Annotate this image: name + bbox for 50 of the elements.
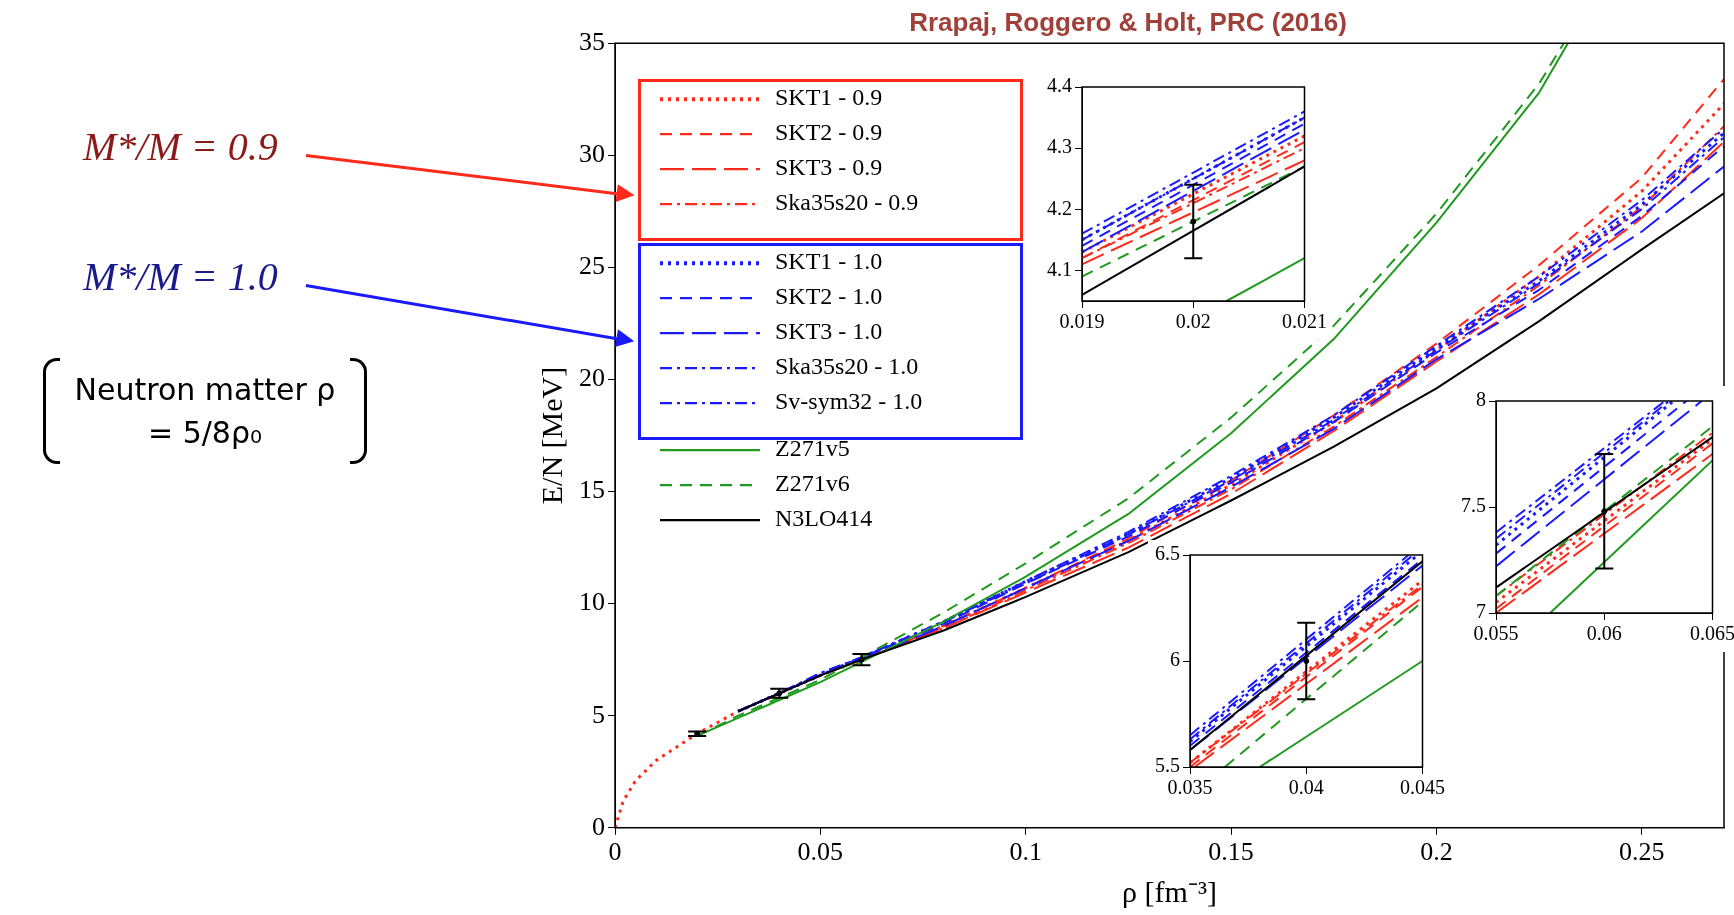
legend-label: Ska35s20 - 0.9	[775, 189, 919, 216]
y-tick-label: 4.4	[1047, 74, 1072, 97]
legend-label: Z271v6	[775, 470, 850, 497]
y-tick-label: 20	[579, 363, 605, 393]
legend-label: SKT2 - 0.9	[775, 119, 883, 146]
y-tick-label: 8	[1476, 388, 1486, 411]
legend-label: SKT2 - 1.0	[775, 283, 883, 310]
y-tick-label: 4.1	[1047, 257, 1072, 280]
x-tick-label: 0.2	[1420, 837, 1453, 867]
x-tick-label: 0.02	[1175, 310, 1211, 333]
y-tick-label: 7	[1476, 600, 1486, 623]
y-axis-title: E/N [MeV]	[534, 366, 568, 505]
x-tick-label: 0.035	[1167, 776, 1213, 799]
legend-label: N3LO414	[775, 505, 873, 532]
legend-label: SKT3 - 0.9	[775, 154, 883, 181]
x-tick-label: 0.065	[1690, 622, 1734, 645]
y-tick-label: 4.3	[1047, 135, 1072, 158]
x-tick-label: 0.019	[1059, 310, 1105, 333]
x-tick-label: 0.04	[1288, 776, 1324, 799]
x-tick-label: 0.1	[1009, 837, 1042, 867]
y-tick-label: 5	[592, 699, 605, 729]
y-tick-label: 0	[592, 811, 605, 841]
legend-label: SKT1 - 0.9	[775, 84, 883, 111]
x-tick-label: 0.045	[1400, 776, 1445, 799]
x-axis-title: ρ [fm⁻³]	[1122, 874, 1217, 908]
x-tick-label: 0.25	[1619, 837, 1665, 867]
x-tick-label: 0.15	[1208, 837, 1254, 867]
x-tick-label: 0.06	[1586, 622, 1622, 645]
y-tick-label: 30	[579, 139, 605, 169]
y-tick-label: 4.2	[1047, 196, 1072, 219]
chart-title: Rrapaj, Roggero & Holt, PRC (2016)	[909, 6, 1347, 37]
text: Neutron matter ρ = 5/8ρ₀	[73, 370, 337, 452]
text: M*/M = 1.0	[83, 253, 278, 301]
y-tick-label: 6	[1170, 648, 1180, 671]
legend-label: SKT3 - 1.0	[775, 318, 883, 345]
y-tick-label: 10	[579, 587, 605, 617]
x-tick-label: 0.055	[1473, 622, 1519, 645]
y-tick-label: 15	[579, 475, 605, 505]
y-tick-label: 25	[579, 251, 605, 281]
legend-label: SKT1 - 1.0	[775, 248, 883, 275]
y-tick-label: 6.5	[1155, 542, 1180, 565]
y-tick-label: 7.5	[1461, 494, 1486, 517]
y-tick-label: 5.5	[1155, 754, 1180, 777]
legend-label: Z271v5	[775, 435, 850, 462]
text: M*/M = 0.9	[83, 123, 278, 171]
x-tick-label: 0.05	[797, 837, 844, 867]
legend-label: Sv-sym32 - 1.0	[775, 388, 923, 415]
x-tick-label: 0.021	[1282, 310, 1327, 333]
y-tick-label: 35	[579, 27, 605, 57]
legend-label: Ska35s20 - 1.0	[775, 353, 919, 380]
